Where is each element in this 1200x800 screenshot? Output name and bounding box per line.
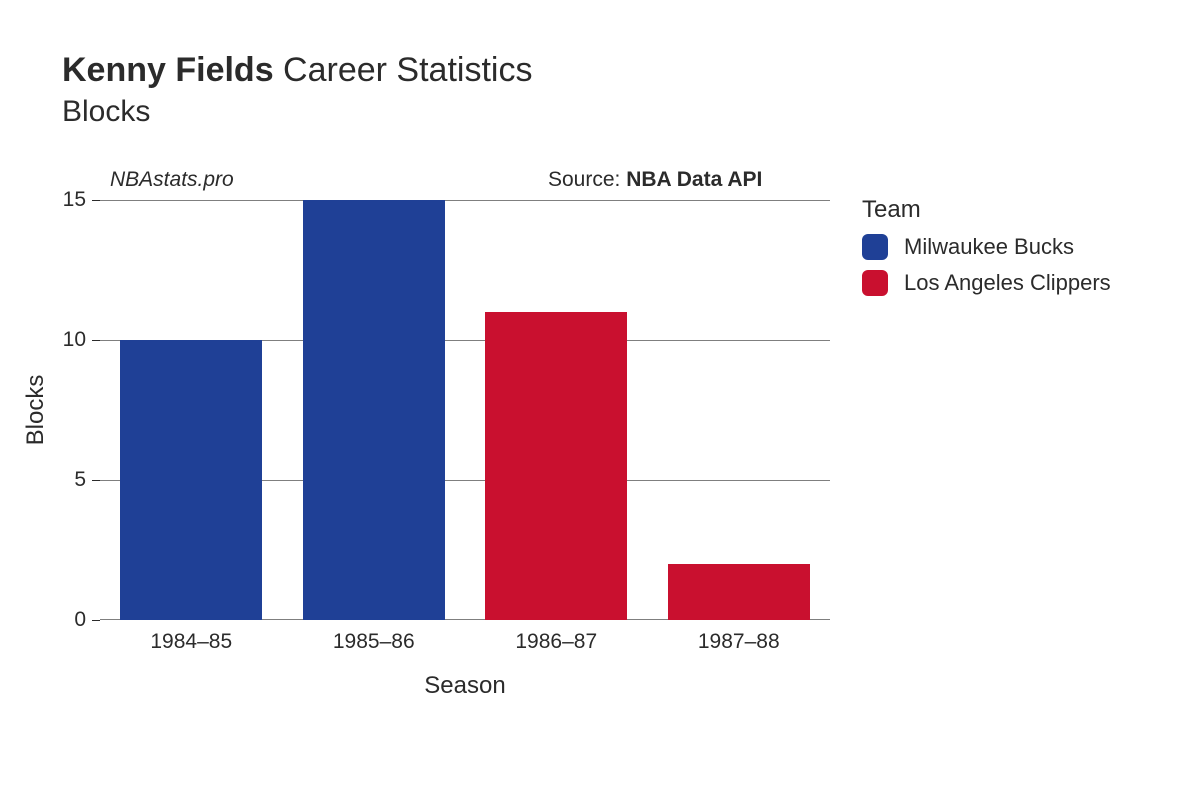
- bar: [668, 564, 810, 620]
- bar: [303, 200, 445, 620]
- y-axis-label: Blocks: [22, 375, 50, 446]
- title-suffix: Career Statistics: [274, 51, 533, 89]
- y-tick-label: 0: [74, 608, 100, 632]
- legend-swatch: [862, 270, 888, 296]
- bar: [120, 340, 262, 620]
- source-attribution: Source: NBA Data API: [548, 168, 762, 192]
- source-prefix: Source:: [548, 168, 626, 191]
- legend-label: Milwaukee Bucks: [904, 234, 1074, 260]
- x-axis-label: Season: [424, 672, 505, 700]
- y-tick-label: 5: [74, 468, 100, 492]
- source-name: NBA Data API: [626, 168, 762, 191]
- plot-area: 0510151984–851985–861986–871987–88: [100, 200, 830, 620]
- legend: Team Milwaukee Bucks Los Angeles Clippers: [862, 196, 1111, 306]
- legend-swatch: [862, 234, 888, 260]
- legend-item: Milwaukee Bucks: [862, 234, 1111, 260]
- y-tick-label: 10: [63, 328, 100, 352]
- x-tick-label: 1987–88: [698, 620, 780, 654]
- title-block: Kenny Fields Career Statistics Blocks: [62, 50, 532, 129]
- watermark-text: NBAstats.pro: [110, 168, 234, 192]
- legend-item: Los Angeles Clippers: [862, 270, 1111, 296]
- y-tick-label: 15: [63, 188, 100, 212]
- legend-label: Los Angeles Clippers: [904, 270, 1111, 296]
- bar: [485, 312, 627, 620]
- x-tick-label: 1985–86: [333, 620, 415, 654]
- title-player-name: Kenny Fields: [62, 51, 274, 89]
- gridline: [100, 200, 830, 201]
- x-tick-label: 1986–87: [515, 620, 597, 654]
- chart-container: Kenny Fields Career Statistics Blocks NB…: [0, 0, 1200, 800]
- legend-title: Team: [862, 196, 1111, 224]
- chart-title: Kenny Fields Career Statistics: [62, 50, 532, 91]
- x-tick-label: 1984–85: [150, 620, 232, 654]
- chart-subtitle: Blocks: [62, 95, 532, 129]
